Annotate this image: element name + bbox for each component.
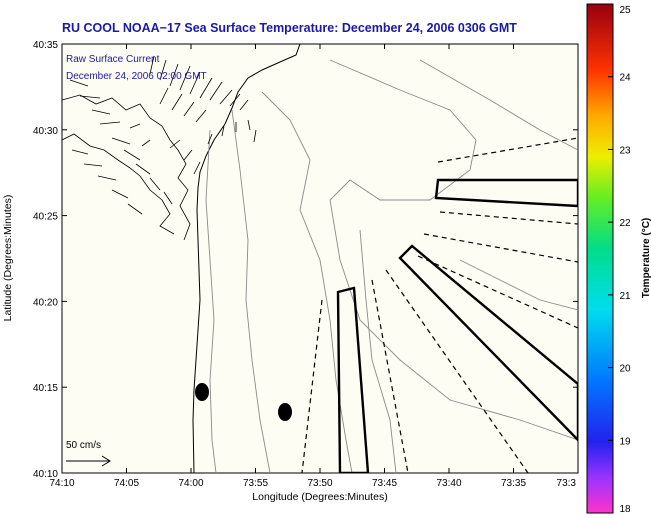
y-tick-label: 40:30 — [33, 126, 58, 137]
contour-1 — [205, 129, 217, 473]
y-axis-label: Latitude (Degrees:Minutes) — [2, 195, 14, 322]
colorbar-ticks: 25 24 23 22 21 20 19 18 — [608, 3, 631, 515]
contour-7 — [359, 229, 397, 473]
sector-east — [434, 178, 578, 208]
buoy-marker — [278, 403, 292, 421]
x-tick-label: 74:05 — [114, 478, 139, 489]
scale-arrow-label: 50 cm/s — [66, 440, 101, 451]
x-tick-label: 73:40 — [436, 478, 461, 489]
contour-3 — [261, 91, 353, 473]
colorbar-gradient — [586, 3, 614, 514]
x-tick-label: 74:10 — [49, 478, 74, 489]
x-tick-label: 73:3 — [557, 478, 577, 489]
depth-contours — [205, 59, 578, 473]
radial-line — [301, 299, 323, 473]
current-vector — [69, 79, 173, 215]
y-tick-label: 40:10 — [33, 469, 58, 480]
radial-line — [417, 255, 578, 329]
contour-6 — [459, 259, 578, 311]
colorbar-tick-label: 25 — [619, 5, 631, 16]
radial-line — [371, 279, 409, 473]
radial-line — [437, 137, 578, 163]
colorbar-tick-label: 20 — [619, 364, 631, 375]
contour-2 — [231, 109, 271, 473]
contour-4 — [329, 59, 578, 441]
x-tick-label: 73:55 — [243, 478, 268, 489]
surface-current-vectors — [69, 55, 257, 215]
y-axis-ticks: 40:35 40:30 40:25 40:20 40:15 40:10 — [33, 40, 578, 480]
coastline — [62, 44, 301, 473]
sector-south — [336, 286, 370, 473]
colorbar-tick-label: 18 — [619, 504, 631, 515]
x-tick-label: 73:45 — [372, 478, 397, 489]
legend-line-1: Raw Surface Current — [66, 54, 160, 65]
x-axis-label: Longitude (Degrees:Minutes) — [252, 491, 387, 503]
colorbar-tick-label: 24 — [619, 73, 631, 84]
x-tick-label: 73:35 — [501, 478, 526, 489]
colorbar-label: Temperature (°C) — [641, 218, 651, 299]
x-tick-label: 74:00 — [178, 478, 203, 489]
legend-line-2: December 24, 2006 02:00 GMT — [66, 71, 207, 82]
colorbar-tick-label: 19 — [619, 436, 631, 447]
current-vector — [149, 55, 249, 123]
radial-dash-lines — [301, 137, 578, 473]
colorbar-tick-label: 23 — [619, 145, 631, 156]
colorbar: 25 24 23 22 21 20 19 18 Temperature (°C) — [586, 3, 651, 515]
y-tick-label: 40:35 — [33, 40, 58, 51]
figure-title: RU COOL NOAA−17 Sea Surface Temperature:… — [62, 21, 517, 35]
inner-coast-detail — [62, 94, 191, 241]
colorbar-tick-label: 22 — [619, 218, 631, 229]
scale-arrow — [66, 455, 111, 467]
radial-line — [423, 233, 578, 263]
y-tick-label: 40:20 — [33, 297, 58, 308]
y-tick-label: 40:15 — [33, 383, 58, 394]
map-panel: Raw Surface Current December 24, 2006 02… — [61, 43, 579, 474]
contour-5 — [419, 59, 578, 151]
x-axis-ticks: 74:10 74:05 74:00 73:55 73:50 73:45 73:40 73:35… — [49, 44, 579, 489]
x-tick-label: 73:50 — [307, 478, 332, 489]
colorbar-tick-label: 21 — [619, 291, 631, 302]
buoy-marker — [195, 383, 209, 401]
sector-diagonal — [398, 244, 578, 442]
y-tick-label: 40:25 — [33, 212, 58, 223]
current-vector — [129, 119, 257, 175]
sector-polygons — [336, 178, 578, 473]
